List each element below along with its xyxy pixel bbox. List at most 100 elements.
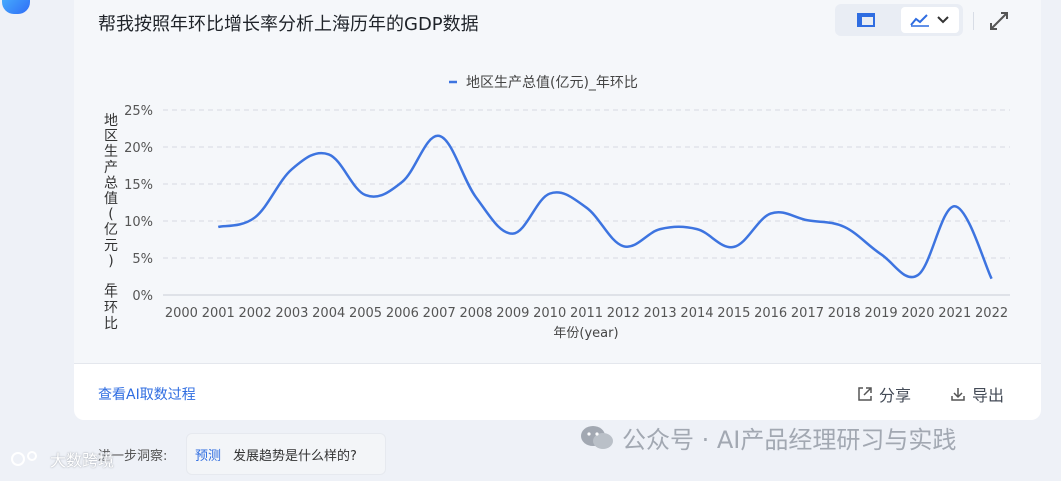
y-gridlines [163, 109, 1010, 296]
x-tick-label: 2000 [165, 306, 198, 321]
chevron-down-icon [937, 16, 949, 24]
x-tick-label: 2004 [312, 306, 345, 321]
suggestion-chip[interactable]: 预测 发展趋势是什么样的? [186, 433, 386, 475]
chart-type-dropdown[interactable] [901, 7, 959, 33]
x-tick-label: 2021 [938, 306, 971, 321]
series-line [217, 134, 993, 280]
x-tick-label: 2008 [459, 306, 492, 321]
line-chart-icon [910, 14, 929, 27]
y-axis-label-char: 元 [104, 238, 118, 254]
data-point [474, 195, 478, 199]
x-tick-label: 2020 [901, 306, 934, 321]
x-tick-label: 2006 [386, 306, 419, 321]
y-axis-label-char: 总 [104, 175, 118, 191]
data-point [253, 215, 257, 219]
x-tick-label: 2007 [423, 306, 456, 321]
x-tick-label: 2010 [533, 306, 566, 321]
y-axis-label-char: _ [107, 269, 116, 285]
y-tick-label: 5% [132, 252, 153, 267]
x-tick-label: 2014 [680, 306, 713, 321]
data-point [364, 193, 368, 197]
x-tick-label: 2019 [865, 306, 898, 321]
page-title: 帮我按照年环比增长率分析上海历年的GDP数据 [98, 14, 479, 35]
data-point [290, 167, 294, 171]
data-point [216, 225, 220, 229]
y-axis-label-char: ( [108, 207, 113, 223]
x-tick-label: 2017 [791, 306, 824, 321]
wechat-icon [581, 425, 613, 449]
left-sidebar-strip [0, 0, 52, 481]
x-tick-label: 2018 [828, 306, 861, 321]
y-tick-label: 20% [124, 141, 153, 156]
table-icon [857, 13, 875, 27]
export-button[interactable]: 导出 [950, 382, 1004, 406]
export-label: 导出 [972, 386, 1005, 405]
x-tick-label: 2013 [644, 306, 677, 321]
y-axis-label-char: 亿 [104, 222, 118, 238]
y-axis-label-char: 值 [104, 191, 118, 207]
data-point [511, 232, 515, 236]
watermark-right: 公众号 · AI产品经理研习与实践 [580, 420, 956, 455]
chip-text: 发展趋势是什么样的? [233, 448, 357, 464]
y-axis-label-char: ) [108, 253, 113, 269]
data-point [769, 212, 773, 216]
data-point [916, 273, 920, 277]
chip-tag: 预测 [195, 448, 222, 464]
x-tick-label: 2001 [202, 306, 235, 321]
data-point [327, 152, 331, 156]
data-point [548, 192, 552, 196]
y-tick-label: 15% [124, 178, 153, 193]
y-axis-label-char: 年 [104, 285, 118, 301]
chart-legend: 地区生产总值(亿元)_年环比 [449, 75, 638, 91]
app-logo [2, 0, 30, 14]
data-point [732, 245, 736, 249]
card-divider [74, 363, 1041, 364]
x-tick-label: 2003 [275, 306, 308, 321]
x-tick-labels: 2000 2001 2002 2003 2004 2005 2006 2007 2008 2009… [165, 306, 1008, 321]
data-point [842, 225, 846, 229]
y-axis-label-char: 地 [104, 113, 118, 129]
watermark-right-text: 公众号 · AI产品经理研习与实践 [622, 426, 957, 454]
data-point [805, 218, 809, 222]
share-button[interactable]: 分享 [857, 382, 911, 406]
legend-label: 地区生产总值(亿元)_年环比 [466, 75, 638, 91]
y-axis-label-char: 环 [104, 300, 118, 316]
table-view-button[interactable] [838, 7, 894, 33]
data-point [953, 204, 957, 208]
watermark-logo-icon [11, 451, 37, 466]
x-tick-label: 2016 [754, 306, 787, 321]
x-tick-label: 2012 [607, 306, 640, 321]
data-point [437, 134, 441, 138]
ai-process-link[interactable]: 查看AI取数过程 [98, 387, 196, 403]
x-tick-label: 2022 [975, 306, 1008, 321]
x-tick-label: 2011 [570, 306, 603, 321]
download-icon [951, 388, 965, 401]
data-point [400, 180, 404, 184]
line-chart: 地区生产总值(亿元)_年环比 0% 5% 10% 15% 20% 25% 2000 2001… [104, 75, 1010, 341]
x-tick-label: 2002 [239, 306, 272, 321]
data-point [621, 244, 625, 248]
x-tick-label: 2009 [496, 306, 529, 321]
x-tick-label: 2015 [717, 306, 750, 321]
y-axis-label-char: 产 [104, 160, 118, 176]
y-axis-label-char: 比 [104, 316, 118, 332]
data-point [695, 227, 699, 231]
y-axis-label: 地区生产总值(亿元)_年环比 [104, 113, 118, 332]
y-tick-label: 10% [124, 215, 153, 230]
watermark-left-text: 大数跨境 [50, 451, 115, 470]
share-label: 分享 [879, 386, 912, 405]
data-point [658, 227, 662, 231]
insight-label: 进一步洞察: [98, 449, 168, 464]
view-toolbar [835, 4, 963, 36]
data-point [879, 252, 883, 256]
y-axis-label-char: 区 [104, 129, 118, 145]
toolbar-divider [973, 12, 974, 30]
y-tick-label: 0% [132, 289, 153, 304]
chart-panel [74, 0, 1041, 363]
expand-icon[interactable] [988, 10, 1010, 32]
x-tick-label: 2005 [349, 306, 382, 321]
data-point [990, 277, 994, 281]
data-point [585, 206, 589, 210]
watermark-left: 大数跨境 [10, 447, 114, 471]
x-axis-label: 年份(year) [553, 326, 618, 341]
